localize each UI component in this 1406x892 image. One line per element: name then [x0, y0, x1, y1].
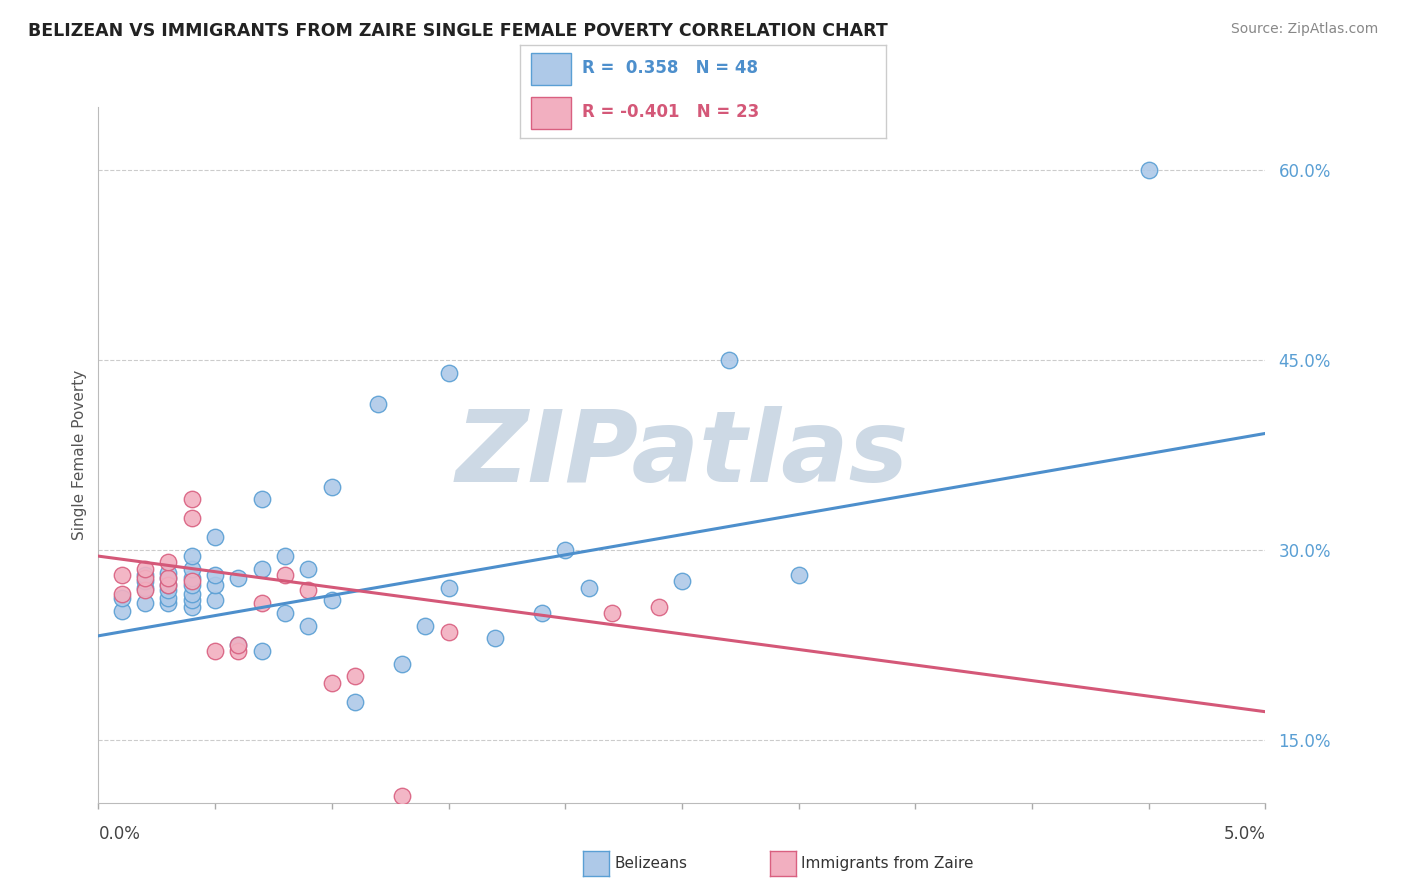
Point — [578, 581, 600, 595]
Point — [111, 568, 134, 582]
Y-axis label: Single Female Poverty: Single Female Poverty — [72, 370, 87, 540]
Point — [671, 574, 693, 589]
Point — [228, 644, 250, 658]
FancyBboxPatch shape — [531, 53, 571, 85]
FancyBboxPatch shape — [531, 97, 571, 129]
Point — [274, 549, 297, 563]
Text: Belizeans: Belizeans — [614, 856, 688, 871]
Point — [274, 568, 297, 582]
Point — [228, 638, 250, 652]
Point — [437, 581, 460, 595]
Point — [321, 675, 343, 690]
Point — [111, 587, 134, 601]
Point — [180, 593, 202, 607]
Point — [391, 789, 413, 804]
Text: ZIPatlas: ZIPatlas — [456, 407, 908, 503]
Point — [321, 479, 343, 493]
Point — [321, 593, 343, 607]
Point — [717, 353, 740, 368]
Point — [180, 511, 202, 525]
Point — [297, 583, 319, 598]
Text: R = -0.401   N = 23: R = -0.401 N = 23 — [582, 103, 759, 120]
Point — [157, 571, 180, 585]
Point — [228, 638, 250, 652]
Point — [250, 562, 273, 576]
Point — [157, 571, 180, 585]
Point — [134, 583, 156, 598]
Point — [180, 587, 202, 601]
Text: R =  0.358   N = 48: R = 0.358 N = 48 — [582, 60, 758, 78]
Text: 0.0%: 0.0% — [98, 825, 141, 843]
Point — [111, 591, 134, 605]
Point — [344, 669, 367, 683]
Point — [484, 632, 506, 646]
Point — [180, 492, 202, 507]
Point — [180, 578, 202, 592]
Point — [787, 568, 810, 582]
Point — [157, 591, 180, 605]
Point — [204, 644, 226, 658]
Point — [391, 657, 413, 671]
Point — [204, 593, 226, 607]
Point — [250, 596, 273, 610]
Point — [647, 599, 669, 614]
Text: BELIZEAN VS IMMIGRANTS FROM ZAIRE SINGLE FEMALE POVERTY CORRELATION CHART: BELIZEAN VS IMMIGRANTS FROM ZAIRE SINGLE… — [28, 22, 887, 40]
Point — [180, 562, 202, 576]
Point — [554, 542, 576, 557]
Point — [180, 549, 202, 563]
Point — [204, 530, 226, 544]
Point — [204, 578, 226, 592]
Point — [134, 596, 156, 610]
Point — [530, 606, 553, 620]
Point — [134, 562, 156, 576]
Point — [250, 644, 273, 658]
Point — [204, 568, 226, 582]
Point — [297, 618, 319, 632]
Point — [250, 492, 273, 507]
Point — [228, 571, 250, 585]
Point — [157, 556, 180, 570]
Point — [180, 571, 202, 585]
Point — [1137, 163, 1160, 178]
Point — [297, 562, 319, 576]
Point — [367, 397, 389, 411]
Point — [437, 366, 460, 380]
Point — [134, 568, 156, 582]
Point — [157, 566, 180, 580]
Point — [180, 599, 202, 614]
Point — [111, 603, 134, 617]
Text: 5.0%: 5.0% — [1223, 825, 1265, 843]
Point — [600, 606, 623, 620]
Point — [134, 571, 156, 585]
Point — [134, 574, 156, 589]
Point — [157, 578, 180, 592]
Point — [413, 618, 436, 632]
Text: Immigrants from Zaire: Immigrants from Zaire — [801, 856, 974, 871]
Point — [157, 583, 180, 598]
Point — [274, 606, 297, 620]
Point — [134, 581, 156, 595]
Point — [157, 578, 180, 592]
Point — [344, 695, 367, 709]
Point — [157, 596, 180, 610]
Text: Source: ZipAtlas.com: Source: ZipAtlas.com — [1230, 22, 1378, 37]
Point — [437, 625, 460, 640]
Point — [180, 574, 202, 589]
